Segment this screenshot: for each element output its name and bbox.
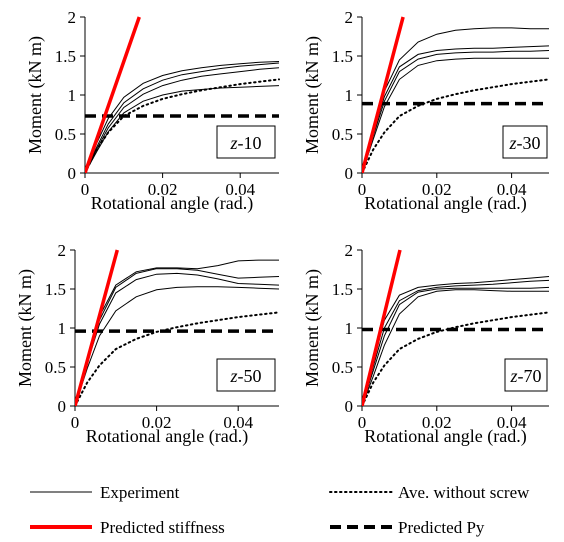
predicted-stiffness-line [362, 16, 405, 173]
panel-label-variable: z [229, 366, 237, 386]
panel-label-variable: z [508, 133, 516, 153]
panel-label-box [502, 125, 548, 159]
y-tick-label: 1.5 [332, 47, 353, 66]
legend-item: Experiment [30, 483, 180, 502]
legend-label: Experiment [100, 483, 180, 502]
y-axis-label: Moment (kN m) [25, 36, 46, 154]
y-tick-label: 0 [345, 164, 354, 183]
experiment-line [85, 67, 280, 173]
experiment-line [85, 62, 280, 173]
panel-label: z-70 [509, 366, 541, 386]
predicted-stiffness-line [75, 249, 119, 406]
y-axis-label: Moment (kN m) [302, 36, 323, 154]
x-tick-label: 0.04 [225, 180, 255, 199]
y-tick-label: 0 [68, 164, 77, 183]
y-tick-label: 1.5 [45, 280, 66, 299]
plot-area [75, 249, 280, 406]
y-tick-label: 0.5 [45, 358, 66, 377]
y-tick-label: 1.5 [55, 47, 76, 66]
x-tick-label: 0.04 [497, 413, 527, 432]
y-tick-label: 2 [58, 241, 67, 260]
experiment-line [362, 279, 550, 406]
x-tick-label: 0.02 [422, 180, 452, 199]
x-tick-label: 0.04 [223, 413, 253, 432]
predicted-stiffness-line [85, 16, 141, 173]
panel-label: z-50 [229, 366, 261, 386]
y-tick-label: 0 [58, 397, 67, 416]
legend: Experiment Ave. without screw Predicted st… [30, 483, 530, 537]
y-axis-label: Moment (kN m) [302, 269, 323, 387]
average-without-screw-line [85, 78, 280, 173]
y-tick-label: 2 [345, 241, 354, 260]
legend-item: Predicted stiffness [30, 518, 225, 537]
panel-label-box [504, 358, 548, 392]
legend-label: Predicted Py [398, 518, 485, 537]
plot-area [85, 16, 280, 173]
x-tick-label: 0 [358, 180, 367, 199]
experiment-line [75, 286, 280, 406]
panel-label-value: -50 [238, 366, 262, 386]
x-tick-label: 0 [71, 413, 80, 432]
experiment-line [362, 289, 549, 406]
x-tick-label: 0 [81, 180, 90, 199]
experiment-line [362, 286, 550, 406]
y-tick-label: 1.5 [332, 280, 353, 299]
panel-label-variable: z [509, 366, 517, 386]
x-axis-label: Rotational angle (rad.) [86, 426, 248, 447]
panel-label-value: -70 [518, 366, 542, 386]
experiment-line [362, 57, 549, 173]
experiment-line [362, 50, 550, 173]
x-tick-label: 0 [358, 413, 367, 432]
panel-label: z-10 [229, 133, 261, 153]
y-tick-label: 0.5 [332, 358, 353, 377]
legend-label: Predicted stiffness [100, 518, 225, 537]
panel-label-value: -10 [238, 133, 262, 153]
y-tick-label: 1 [68, 86, 77, 105]
x-axis-label: Rotational angle (rad.) [91, 193, 253, 214]
y-tick-label: 1 [345, 86, 354, 105]
legend-label: Ave. without screw [398, 483, 530, 502]
y-tick-label: 1 [345, 319, 354, 338]
average-without-screw-line [362, 311, 550, 406]
experiment-line [85, 61, 280, 173]
y-tick-label: 1 [58, 319, 67, 338]
x-axis-label: Rotational angle (rad.) [364, 193, 526, 214]
y-tick-label: 2 [345, 8, 354, 27]
legend-item: Ave. without screw [329, 483, 530, 502]
x-tick-label: 0.04 [497, 180, 527, 199]
x-tick-label: 0.02 [142, 413, 172, 432]
plot-area [362, 16, 550, 173]
y-tick-label: 2 [68, 8, 77, 27]
legend-item: Predicted Py [330, 518, 485, 537]
panel-label-box [216, 125, 276, 159]
panel-label: z-30 [508, 133, 540, 153]
panel-label-variable: z [229, 133, 237, 153]
x-axis-label: Rotational angle (rad.) [364, 426, 526, 447]
predicted-stiffness-line [362, 249, 402, 406]
plot-area [362, 249, 550, 406]
y-tick-label: 0 [345, 397, 354, 416]
panel-label-box [216, 358, 276, 392]
x-tick-label: 0.02 [422, 413, 452, 432]
y-tick-label: 0.5 [55, 125, 76, 144]
panel-label-value: -30 [517, 133, 541, 153]
y-tick-label: 0.5 [332, 125, 353, 144]
average-without-screw-line [362, 78, 550, 173]
experiment-line [85, 85, 280, 173]
y-axis-label: Moment (kN m) [15, 269, 36, 387]
x-tick-label: 0.02 [148, 180, 178, 199]
